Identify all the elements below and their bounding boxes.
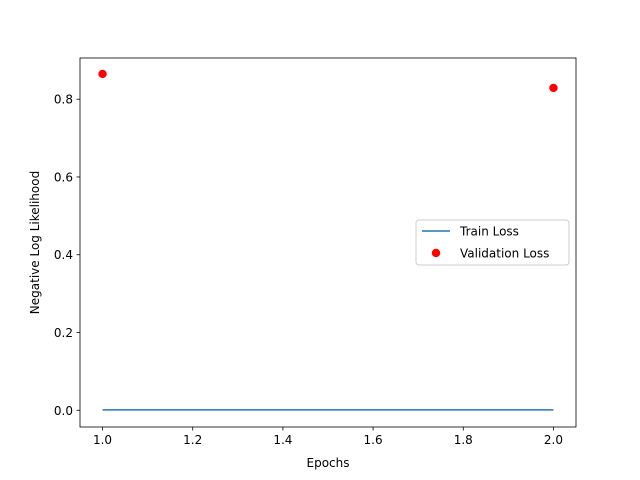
plot-frame <box>79 57 577 428</box>
y-tick-label: 0.8 <box>54 93 73 107</box>
y-axis-ticks: 0.0 0.2 0.4 0.6 0.8 <box>54 93 80 418</box>
x-tick-label: 1.2 <box>183 433 202 447</box>
x-tick-label: 1.0 <box>93 433 112 447</box>
legend-validation-loss-swatch <box>431 248 441 258</box>
validation-loss-point <box>549 83 558 93</box>
x-tick-label: 1.8 <box>454 433 473 447</box>
y-tick-label: 0.2 <box>54 326 73 340</box>
x-axis-ticks: 1.0 1.2 1.4 1.6 1.8 2.0 <box>93 427 563 447</box>
legend-train-loss-label: Train Loss <box>459 225 519 239</box>
validation-loss-point <box>98 69 107 79</box>
legend-validation-loss-label: Validation Loss <box>460 247 549 261</box>
legend: Train Loss Validation Loss <box>415 219 570 266</box>
legend-frame <box>415 219 570 266</box>
series-layer <box>98 69 558 411</box>
y-axis-label: Negative Log Likelihood <box>28 171 42 314</box>
y-tick-label: 0.0 <box>54 404 73 418</box>
x-tick-label: 2.0 <box>544 433 563 447</box>
x-tick-label: 1.4 <box>273 433 292 447</box>
x-axis-label: Epochs <box>307 456 350 470</box>
y-tick-label: 0.4 <box>54 248 73 262</box>
x-tick-label: 1.6 <box>364 433 383 447</box>
y-tick-label: 0.6 <box>54 170 73 184</box>
